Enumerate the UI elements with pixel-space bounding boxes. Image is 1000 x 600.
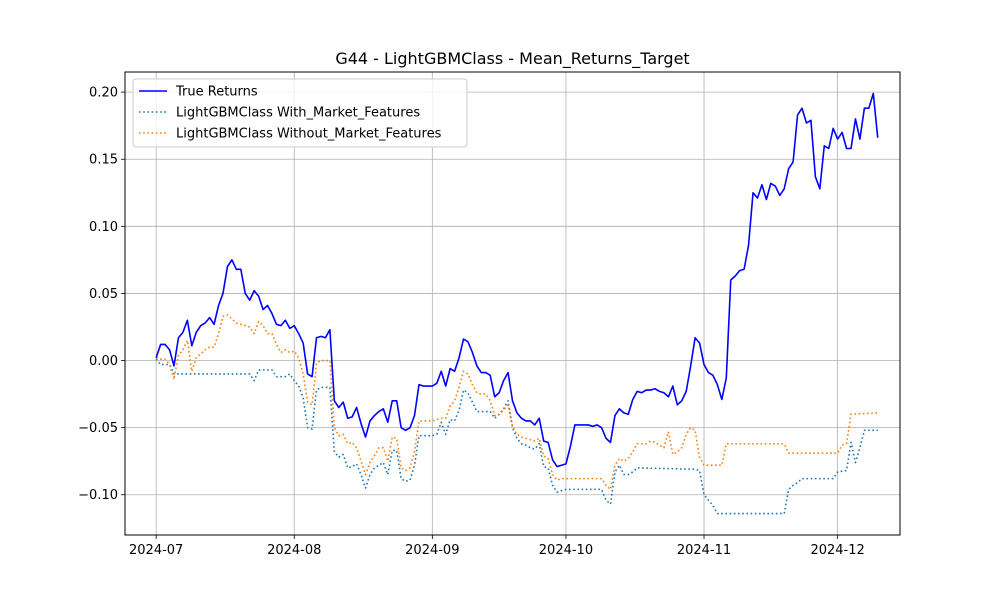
x-tick-label: 2024-11: [677, 543, 731, 558]
chart-title: G44 - LightGBMClass - Mean_Returns_Targe…: [335, 49, 689, 69]
y-tick-label: 0.10: [89, 220, 118, 235]
series-lines: [155, 92, 879, 515]
series-line-1: [155, 358, 878, 515]
x-tick-label: 2024-07: [129, 543, 183, 558]
y-tick-label: 0.00: [89, 354, 118, 369]
legend-label: LightGBMClass Without_Market_Features: [176, 127, 442, 142]
y-tick-label: 0.15: [89, 153, 118, 168]
legend: True Returns LightGBMClass With_Market_Fe…: [132, 78, 468, 148]
y-tick-label: −0.05: [78, 421, 118, 436]
series-line-0: [155, 92, 879, 468]
y-tick-label: −0.10: [78, 488, 118, 503]
legend-box: [132, 78, 468, 148]
x-tick-label: 2024-10: [539, 543, 593, 558]
y-tick-label: 0.20: [89, 86, 118, 101]
grid-lines: [125, 72, 900, 535]
x-tick-label: 2024-09: [405, 543, 459, 558]
legend-label: True Returns: [175, 85, 258, 100]
y-tick-label: 0.05: [89, 287, 118, 302]
x-tick-label: 2024-12: [810, 543, 864, 558]
legend-label: LightGBMClass With_Market_Features: [176, 106, 420, 121]
plot-frame: [124, 71, 901, 536]
axis-ticks: 2024-07 2024-08 2024-09 2024-10 2024-11 2024-…: [78, 86, 865, 558]
x-tick-label: 2024-08: [267, 543, 321, 558]
